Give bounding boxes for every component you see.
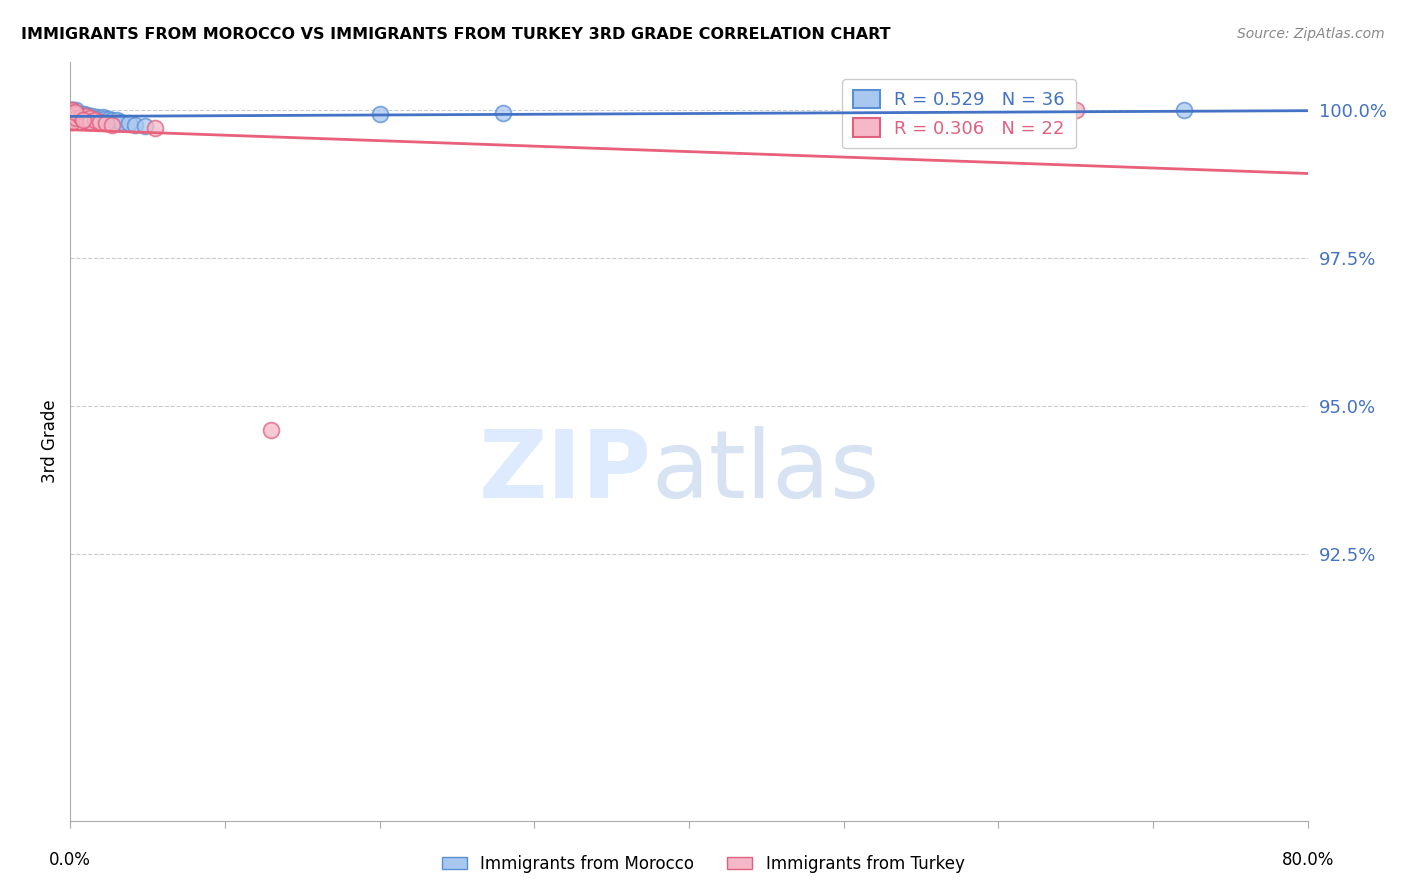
Point <box>145 120 166 135</box>
Point <box>86 110 108 124</box>
Point <box>60 109 83 123</box>
Point <box>492 105 515 120</box>
Point <box>80 112 103 126</box>
Point <box>73 111 96 125</box>
Point <box>65 107 87 121</box>
Point <box>65 103 87 117</box>
Point <box>1173 103 1195 117</box>
Point <box>65 107 87 121</box>
Text: atlas: atlas <box>652 425 880 518</box>
Point <box>91 110 114 124</box>
Point <box>65 111 87 125</box>
Point <box>60 103 83 118</box>
Point <box>260 423 283 437</box>
Point <box>93 112 115 126</box>
Text: ZIP: ZIP <box>479 425 652 518</box>
Legend: Immigrants from Morocco, Immigrants from Turkey: Immigrants from Morocco, Immigrants from… <box>434 848 972 880</box>
Point <box>77 109 100 123</box>
Point <box>60 103 83 117</box>
Point <box>1064 103 1087 117</box>
Text: IMMIGRANTS FROM MOROCCO VS IMMIGRANTS FROM TURKEY 3RD GRADE CORRELATION CHART: IMMIGRANTS FROM MOROCCO VS IMMIGRANTS FR… <box>21 27 891 42</box>
Point <box>70 110 93 124</box>
Point <box>94 116 117 130</box>
Point <box>79 111 101 125</box>
Point <box>110 114 132 128</box>
Point <box>60 103 83 117</box>
Point <box>76 107 98 121</box>
Point <box>73 107 96 121</box>
Point <box>368 107 391 121</box>
Text: 80.0%: 80.0% <box>1281 851 1334 869</box>
Point <box>75 109 97 123</box>
Point <box>72 112 94 126</box>
Point <box>65 105 87 120</box>
Point <box>89 114 111 128</box>
Text: Source: ZipAtlas.com: Source: ZipAtlas.com <box>1237 27 1385 41</box>
Point <box>69 107 91 121</box>
Point <box>75 112 97 127</box>
Point <box>69 109 91 123</box>
Point <box>134 120 156 134</box>
Point <box>60 103 83 118</box>
Y-axis label: 3rd Grade: 3rd Grade <box>41 400 59 483</box>
Point <box>63 104 86 119</box>
Text: 0.0%: 0.0% <box>49 851 91 869</box>
Legend: R = 0.529   N = 36, R = 0.306   N = 22: R = 0.529 N = 36, R = 0.306 N = 22 <box>842 79 1076 148</box>
Point <box>60 112 83 126</box>
Point <box>60 114 83 128</box>
Point <box>72 113 94 128</box>
Point <box>76 111 98 125</box>
Point <box>98 112 120 126</box>
Point <box>73 109 96 123</box>
Point <box>101 118 124 132</box>
Point <box>87 112 110 126</box>
Point <box>84 112 107 127</box>
Point <box>60 103 83 117</box>
Point <box>124 118 146 132</box>
Point <box>60 105 83 120</box>
Point <box>82 112 105 127</box>
Point <box>101 112 124 127</box>
Point <box>105 113 128 128</box>
Point <box>60 103 83 117</box>
Point <box>77 112 100 126</box>
Point <box>118 116 141 130</box>
Point <box>79 114 101 128</box>
Point <box>60 105 83 120</box>
Point <box>70 110 93 124</box>
Point <box>80 109 103 123</box>
